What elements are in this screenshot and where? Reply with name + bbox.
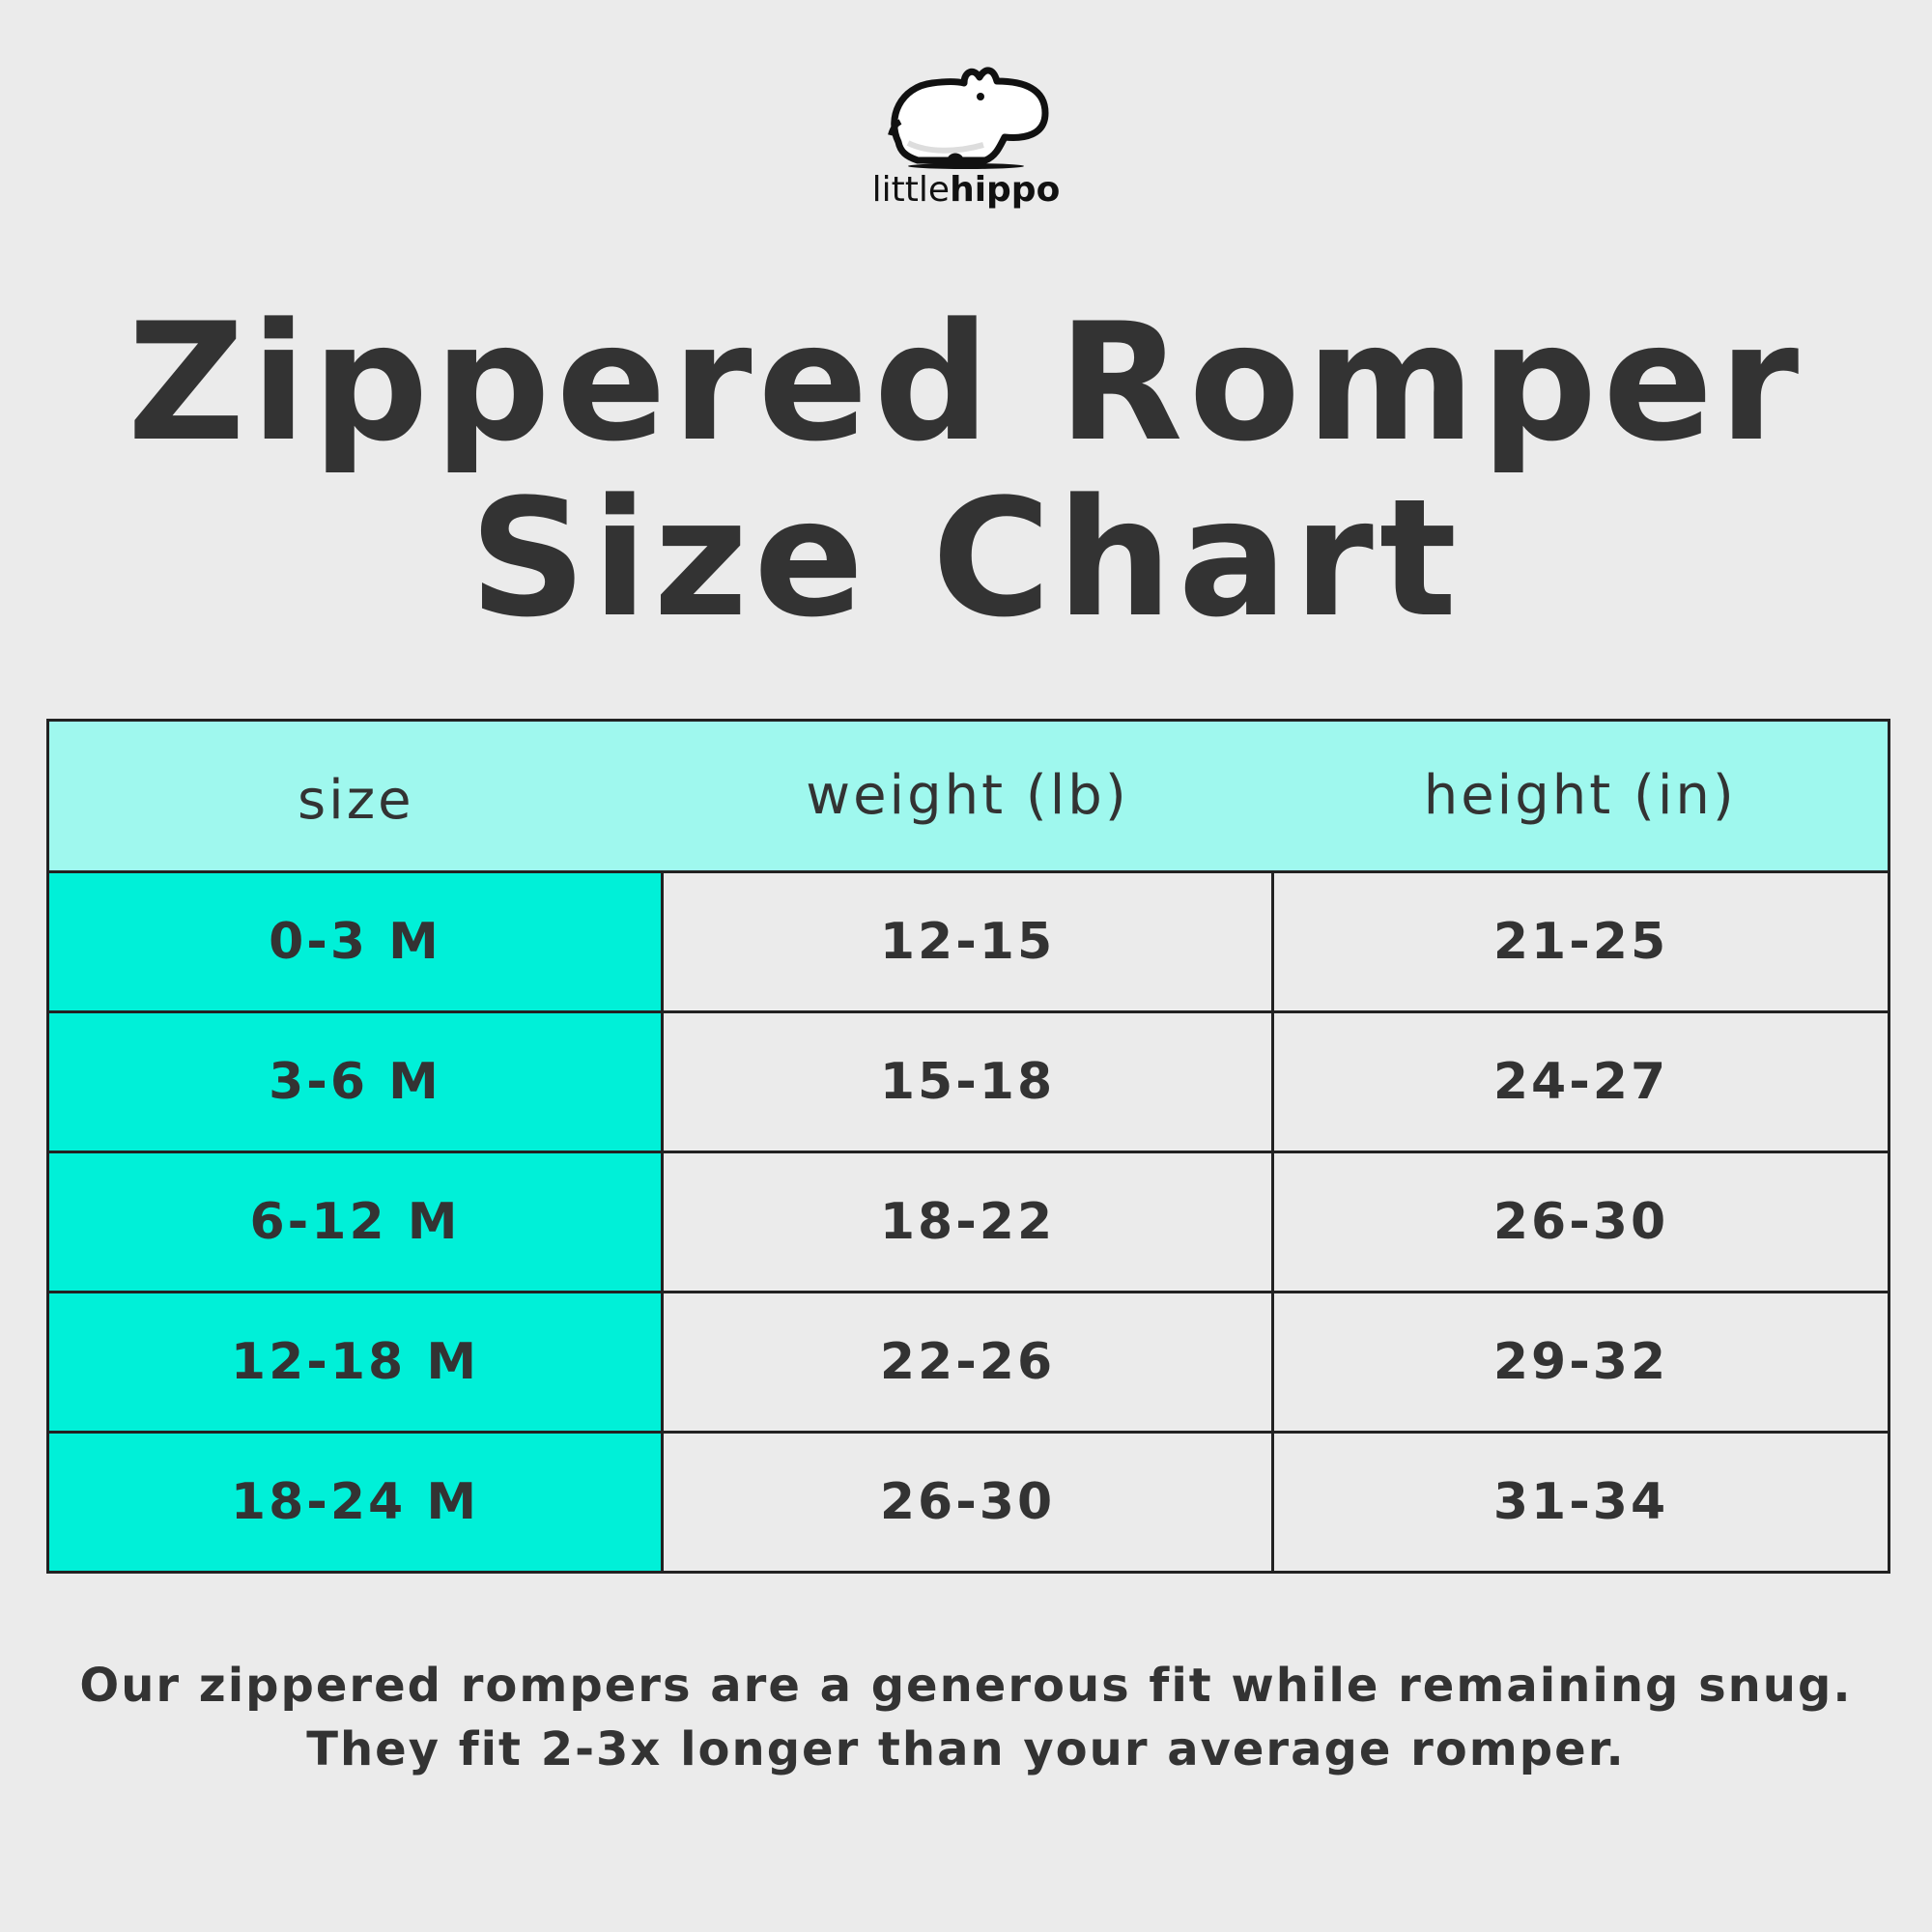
size-cell: 18-24 M xyxy=(46,1431,664,1574)
weight-cell: 22-26 xyxy=(661,1291,1274,1434)
fit-note-line-2: They fit 2-3x longer than your average r… xyxy=(306,1722,1626,1776)
weight-cell: 12-15 xyxy=(661,870,1274,1013)
height-cell: 29-32 xyxy=(1271,1291,1890,1434)
table-row: 12-18 M 22-26 29-32 xyxy=(46,1291,1890,1434)
size-cell: 3-6 M xyxy=(46,1010,664,1153)
brand-name-bold: hippo xyxy=(950,170,1061,210)
table-row: 0-3 M 12-15 21-25 xyxy=(46,870,1890,1013)
size-chart-table: size weight (lb) height (in) 0-3 M 12-15 2… xyxy=(46,719,1890,1574)
brand-name-light: little xyxy=(871,170,951,210)
height-cell: 21-25 xyxy=(1271,870,1890,1013)
fit-note-line-1: Our zippered rompers are a generous fit … xyxy=(79,1659,1853,1713)
height-cell: 24-27 xyxy=(1271,1010,1890,1153)
table-row: 18-24 M 26-30 31-34 xyxy=(46,1431,1890,1574)
size-cell: 12-18 M xyxy=(46,1291,664,1434)
weight-cell: 15-18 xyxy=(661,1010,1274,1153)
size-cell: 6-12 M xyxy=(46,1151,664,1293)
page-title: Zippered Romper Size Chart xyxy=(0,295,1932,646)
header-height: height (in) xyxy=(1272,719,1890,872)
title-line-1: Zippered Romper xyxy=(127,288,1805,477)
table-row: 3-6 M 15-18 24-27 xyxy=(46,1010,1890,1153)
hippo-logo-icon xyxy=(888,67,1049,169)
brand-name: littlehippo xyxy=(869,170,1063,210)
header-size: size xyxy=(46,719,663,872)
weight-cell: 26-30 xyxy=(661,1431,1274,1574)
fit-note: Our zippered rompers are a generous fit … xyxy=(0,1654,1932,1781)
size-cell: 0-3 M xyxy=(46,870,664,1013)
height-cell: 31-34 xyxy=(1271,1431,1890,1574)
brand-logo: littlehippo xyxy=(869,60,1063,224)
table-row: 6-12 M 18-22 26-30 xyxy=(46,1151,1890,1293)
height-cell: 26-30 xyxy=(1271,1151,1890,1293)
table-header-row: size weight (lb) height (in) xyxy=(46,719,1890,872)
weight-cell: 18-22 xyxy=(661,1151,1274,1293)
title-line-2: Size Chart xyxy=(469,464,1463,653)
header-weight: weight (lb) xyxy=(662,719,1273,872)
